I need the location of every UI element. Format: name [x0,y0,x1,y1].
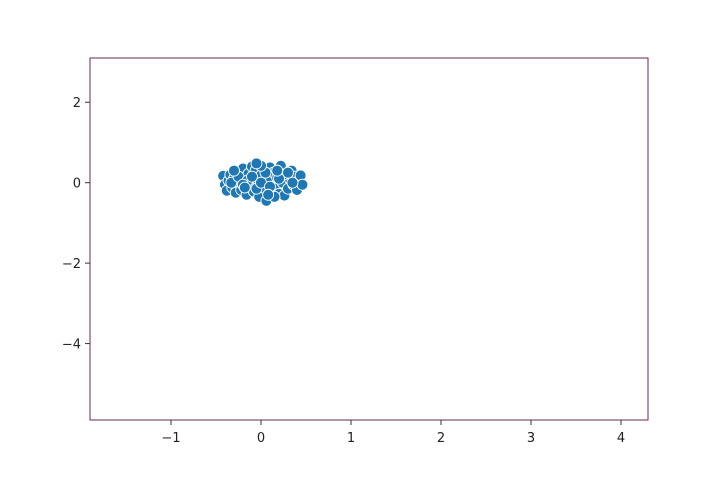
scatter-point [282,166,294,179]
scatter-point [271,164,284,177]
x-tick-label: 1 [347,431,355,446]
y-tick-label: 0 [73,177,81,192]
y-tick-label: 2 [73,96,81,111]
scatter-point [286,176,299,189]
scatter-point [262,188,275,201]
x-tick-label: 2 [437,431,445,446]
scatter-point [238,181,251,194]
points-layer [217,157,309,207]
scatter-point [228,164,240,177]
x-tick-label: 3 [527,431,535,446]
ticks-layer: −1 0 1 2 3 4 2 0 −2 −4 [62,96,625,446]
scatter-point [250,157,263,170]
scatter-point [246,170,258,183]
x-tick-label: −1 [161,431,180,446]
x-tick-label: 4 [617,431,625,446]
x-tick-label: 0 [257,431,265,446]
y-tick-label: −4 [62,338,81,353]
axes-frame [89,57,649,421]
scatter-point [296,178,309,191]
y-tick-label: −2 [62,257,81,272]
